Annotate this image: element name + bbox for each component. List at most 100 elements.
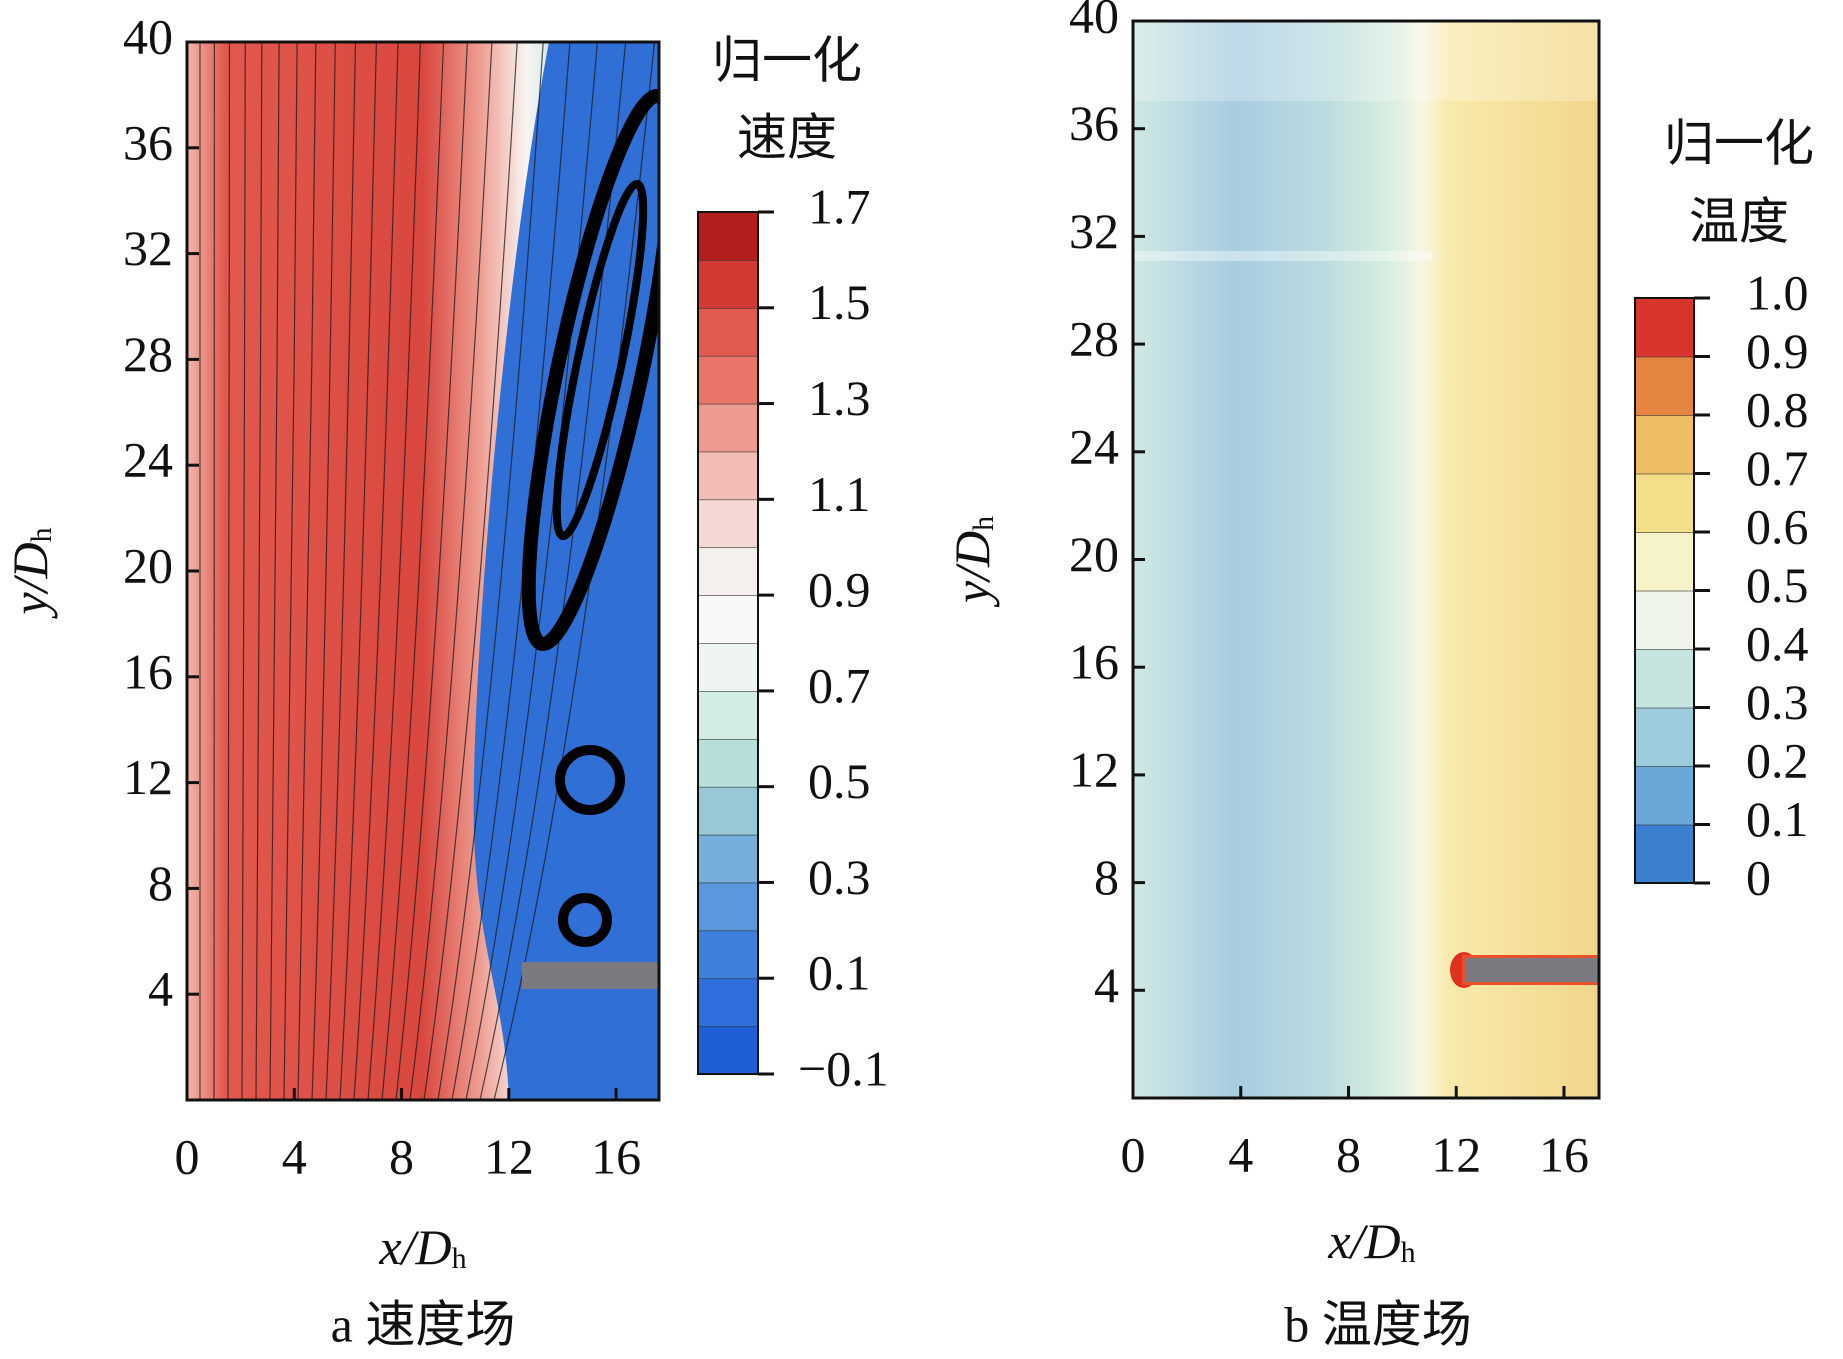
colorbar-tick-label: 0.4 (1746, 615, 1809, 671)
colorbar-band (1634, 765, 1695, 826)
colorbar-band (697, 882, 759, 932)
y-tick-label: 40 (1069, 0, 1119, 43)
streamline (367, 42, 422, 1100)
colorbar-band (1634, 824, 1695, 884)
colorbar-tick-label: 1.3 (808, 370, 871, 426)
colorbar-tick-label: 0.7 (1746, 440, 1809, 496)
colorbar-tick-label: 0.3 (1746, 674, 1809, 730)
colorbar-tick-label: 0.5 (1746, 557, 1809, 613)
y-axis-label: y/Dh (944, 516, 1000, 608)
colorbar-band (697, 690, 759, 740)
streamline (255, 42, 263, 1100)
colorbar-band (697, 642, 759, 692)
y-tick-label: 40 (123, 8, 173, 64)
x-tick-label: 0 (1121, 1126, 1146, 1182)
colorbar-tick-label: 0.9 (1746, 323, 1809, 379)
streamline (339, 42, 377, 1100)
colorbar-band (697, 786, 759, 836)
streamline (451, 42, 571, 1100)
colorbar-band (1634, 648, 1695, 709)
streamline (269, 42, 280, 1100)
colorbar-band (697, 355, 759, 405)
x-axis-label: x/Dh (378, 1219, 466, 1275)
colorbar-tick-label: 1.1 (808, 466, 871, 522)
streamline (325, 42, 357, 1100)
colorbar-tick-label: 0.1 (1746, 791, 1809, 847)
x-tick-label: 4 (1228, 1126, 1253, 1182)
x-tick-label: 12 (484, 1128, 534, 1184)
colorbar-band (697, 977, 759, 1027)
streamline (227, 42, 231, 1100)
y-tick-label: 8 (148, 855, 173, 911)
y-tick-label: 16 (123, 643, 173, 699)
y-axis-label-main: y/D (2, 542, 58, 619)
x-axis-label-sub: h (452, 1242, 467, 1275)
colorbar-title: 温度 (1689, 193, 1789, 249)
colorbar-tick-label: 0.9 (808, 562, 871, 618)
streamline (241, 42, 246, 1100)
caption: a 速度场 (331, 1296, 516, 1352)
colorbar-tick-label: 1.7 (808, 178, 871, 234)
y-tick-label: 36 (1069, 95, 1119, 151)
y-tick-label: 20 (1069, 526, 1119, 582)
y-axis-label: y/Dh (2, 527, 58, 619)
colorbar-band (697, 546, 759, 596)
y-tick-label: 36 (123, 114, 173, 170)
x-axis-label: x/Dh (1327, 1213, 1415, 1269)
x-axis-label-main: x/D (378, 1219, 451, 1275)
colorbar-band (697, 738, 759, 788)
colorbar-band (697, 211, 759, 261)
y-tick-label: 12 (123, 749, 173, 805)
y-tick-label: 24 (123, 432, 173, 488)
colorbar-band (697, 403, 759, 453)
x-tick-label: 12 (1431, 1126, 1481, 1182)
streamline (465, 42, 599, 1100)
colorbar-tick-label: 1.0 (1746, 264, 1809, 320)
x-tick-label: 4 (282, 1128, 307, 1184)
colorbar-frame (697, 211, 759, 1075)
y-tick-label: 20 (123, 537, 173, 593)
streamline (479, 42, 627, 1100)
colorbar-tick-label: 0.5 (808, 753, 871, 809)
colorbar-band (1634, 356, 1695, 416)
caption: b 温度场 (1284, 1296, 1472, 1352)
colorbar-tick-label: 1.5 (808, 274, 871, 330)
x-axis-label-main: x/D (1327, 1213, 1400, 1269)
y-tick-label: 4 (148, 961, 173, 1017)
streamline (311, 42, 336, 1100)
colorbar-band (697, 451, 759, 501)
colorbar-tick-label: 0.7 (808, 657, 871, 713)
streamline (423, 42, 518, 1100)
streamline (409, 42, 493, 1100)
colorbar-title: 归一化 (712, 32, 862, 88)
y-axis-label-sub: h (967, 516, 1000, 531)
x-axis-label-sub: h (1401, 1236, 1416, 1269)
colorbar-title: 速度 (737, 109, 837, 165)
velocity-field (187, 42, 659, 1100)
colorbar-band (1634, 707, 1695, 767)
y-tick-label: 8 (1094, 849, 1119, 905)
colorbar-band (697, 1025, 759, 1075)
colorbar-band (1634, 297, 1695, 358)
streamline (381, 42, 445, 1100)
colorbar-band (1634, 473, 1695, 533)
colorbar-band (697, 307, 759, 357)
colorbar-band (697, 499, 759, 549)
colorbar-band (697, 834, 759, 884)
y-axis-label-main: y/D (944, 531, 1000, 608)
streamline (395, 42, 468, 1100)
y-tick-label: 32 (123, 220, 173, 276)
colorbar-tick-label: −0.1 (798, 1040, 889, 1096)
colorbar-tick-label: 0.8 (1746, 381, 1809, 437)
y-tick-label: 32 (1069, 203, 1119, 259)
colorbar-title: 归一化 (1664, 115, 1814, 171)
streamline (437, 42, 544, 1100)
colorbar-band (697, 930, 759, 980)
y-axis-label-sub: h (25, 527, 58, 542)
y-tick-label: 24 (1069, 418, 1119, 474)
colorbar-tick-label: 0 (1746, 849, 1771, 905)
y-tick-label: 4 (1094, 957, 1119, 1013)
colorbar-band (697, 594, 759, 644)
temperature-field (1133, 21, 1599, 1098)
